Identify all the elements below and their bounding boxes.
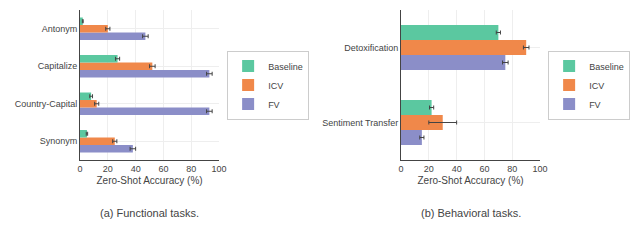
svg-text:Antonym: Antonym <box>42 24 78 34</box>
svg-text:0: 0 <box>77 164 82 174</box>
svg-text:Zero-Shot Accuracy (%): Zero-Shot Accuracy (%) <box>417 175 523 186</box>
svg-text:(b) Behavioral tasks.: (b) Behavioral tasks. <box>421 207 521 219</box>
svg-text:Detoxification: Detoxification <box>344 43 398 53</box>
svg-text:FV: FV <box>589 100 601 110</box>
svg-text:ICV: ICV <box>589 81 604 91</box>
svg-text:20: 20 <box>103 164 113 174</box>
svg-text:60: 60 <box>158 164 168 174</box>
svg-text:0: 0 <box>398 164 403 174</box>
svg-text:100: 100 <box>533 164 548 174</box>
svg-text:Baseline: Baseline <box>589 62 624 72</box>
svg-text:60: 60 <box>479 164 489 174</box>
svg-text:Synonym: Synonym <box>40 136 78 146</box>
svg-text:Sentiment Transfer: Sentiment Transfer <box>322 118 398 128</box>
svg-text:80: 80 <box>186 164 196 174</box>
svg-text:Country-Capital: Country-Capital <box>15 99 78 109</box>
svg-text:100: 100 <box>212 164 227 174</box>
svg-text:20: 20 <box>424 164 434 174</box>
svg-text:FV: FV <box>268 100 280 110</box>
svg-text:Zero-Shot Accuracy (%): Zero-Shot Accuracy (%) <box>96 175 202 186</box>
svg-text:Capitalize: Capitalize <box>38 61 78 71</box>
svg-text:Baseline: Baseline <box>268 62 303 72</box>
svg-text:ICV: ICV <box>268 81 283 91</box>
svg-text:40: 40 <box>131 164 141 174</box>
svg-text:80: 80 <box>507 164 517 174</box>
svg-text:(a) Functional tasks.: (a) Functional tasks. <box>100 207 199 219</box>
svg-text:40: 40 <box>452 164 462 174</box>
